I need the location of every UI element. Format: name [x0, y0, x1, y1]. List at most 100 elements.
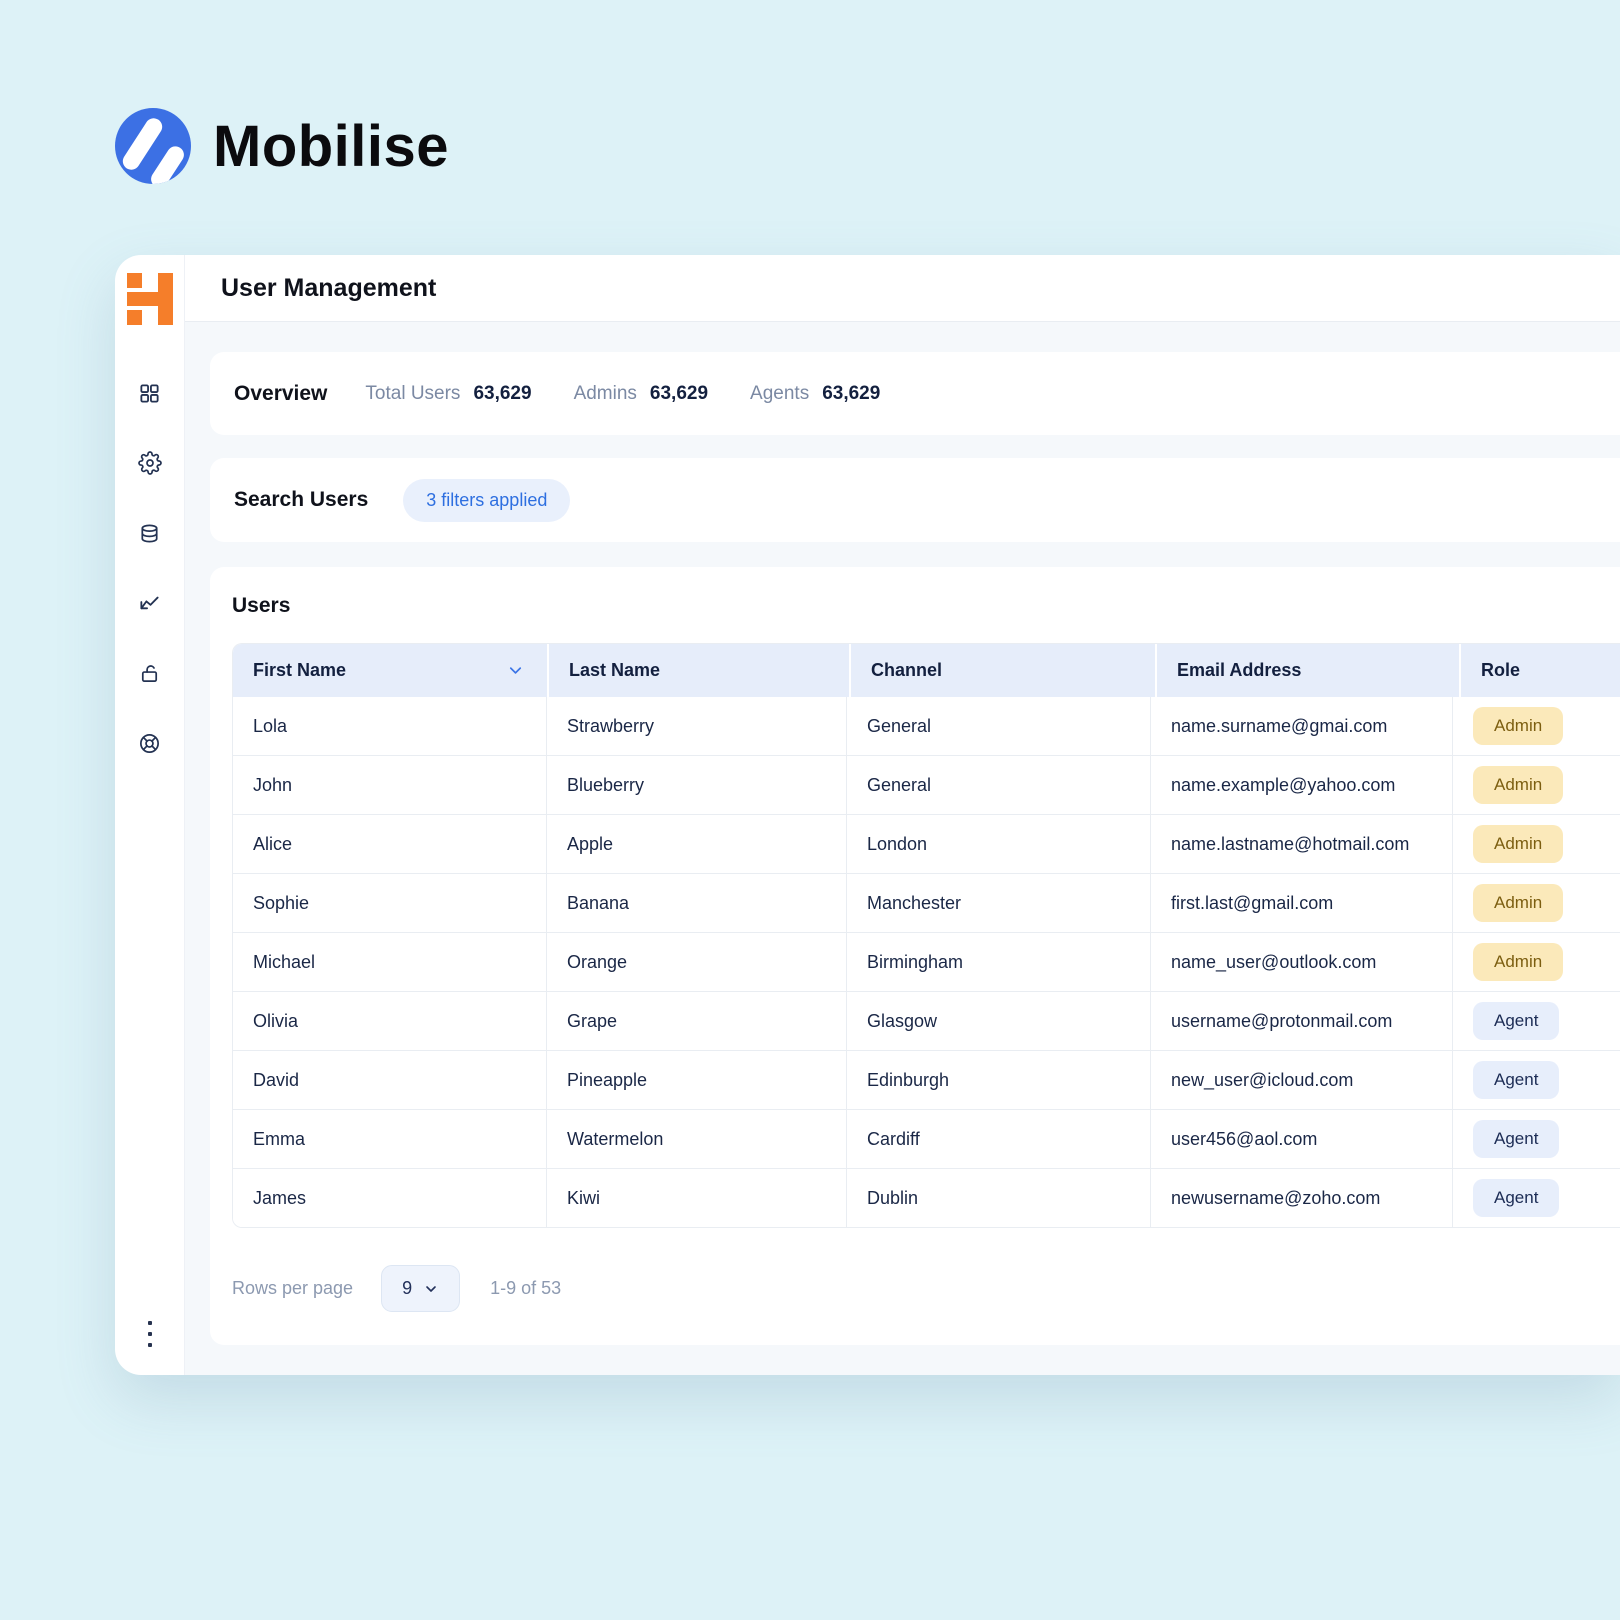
cell-first-name: David: [233, 1051, 547, 1109]
cell-channel: Birmingham: [847, 933, 1151, 991]
role-badge: Admin: [1473, 707, 1564, 745]
role-badge: Admin: [1473, 825, 1564, 863]
kebab-menu-icon[interactable]: [142, 1315, 158, 1353]
column-header-label: Channel: [871, 660, 943, 680]
stat-value: 63,629: [822, 382, 881, 404]
cell-email: name.example@yahoo.com: [1151, 756, 1453, 814]
cell-email: newusername@zoho.com: [1151, 1169, 1453, 1227]
help-life-ring-icon[interactable]: [138, 731, 162, 755]
table-row[interactable]: Emma Watermelon Cardiff user456@aol.com Agen…: [233, 1109, 1620, 1168]
cell-role: Admin: [1453, 697, 1620, 755]
cell-channel: London: [847, 815, 1151, 873]
rows-per-page-label: Rows per page: [232, 1278, 354, 1298]
column-header-channel[interactable]: Channel: [851, 644, 1155, 697]
column-header-role[interactable]: Role: [1461, 644, 1620, 697]
cell-email: first.last@gmail.com: [1151, 874, 1453, 932]
rows-per-page-value: 9: [402, 1278, 413, 1298]
cell-first-name: Emma: [233, 1110, 547, 1168]
table-body: Lola Strawberry General name.surname@gmai.c…: [233, 697, 1620, 1227]
stat-label: Total Users: [365, 382, 461, 404]
table-header-row: First Name Last Name Channel Email Addre…: [233, 644, 1620, 697]
cell-channel: General: [847, 756, 1151, 814]
stat-value: 63,629: [473, 382, 532, 404]
cell-last-name: Watermelon: [547, 1110, 847, 1168]
stat-admins: Admins 63,629: [574, 383, 708, 405]
cell-email: name_user@outlook.com: [1151, 933, 1453, 991]
cell-channel: General: [847, 697, 1151, 755]
cell-email: username@protonmail.com: [1151, 992, 1453, 1050]
role-badge: Agent: [1473, 1179, 1560, 1217]
role-badge: Admin: [1473, 943, 1564, 981]
cell-last-name: Grape: [547, 992, 847, 1050]
cell-last-name: Blueberry: [547, 756, 847, 814]
dashboard-grid-icon[interactable]: [138, 381, 162, 405]
cell-last-name: Banana: [547, 874, 847, 932]
cell-role: Admin: [1453, 933, 1620, 991]
database-icon[interactable]: [138, 521, 162, 545]
column-header-first-name[interactable]: First Name: [233, 644, 547, 697]
cell-last-name: Orange: [547, 933, 847, 991]
content: Overview Total Users 63,629 Admins 63,62…: [185, 322, 1620, 1375]
pagination-range: 1-9 of 53: [490, 1278, 562, 1298]
role-badge: Agent: [1473, 1002, 1560, 1040]
cell-role: Admin: [1453, 815, 1620, 873]
cell-first-name: Sophie: [233, 874, 547, 932]
main-area: User Management Overview Total Users 63,…: [185, 255, 1620, 1375]
table-row[interactable]: David Pineapple Edinburgh new_user@icloud.c…: [233, 1050, 1620, 1109]
cell-first-name: Olivia: [233, 992, 547, 1050]
unlock-icon[interactable]: [138, 661, 162, 685]
table-row[interactable]: Alice Apple London name.lastname@hotmail.co…: [233, 814, 1620, 873]
search-users-title: Search Users: [234, 488, 369, 511]
cell-email: name.lastname@hotmail.com: [1151, 815, 1453, 873]
sort-chevron-down-icon: [509, 667, 522, 674]
cell-role: Agent: [1453, 992, 1620, 1050]
cell-channel: Glasgow: [847, 992, 1151, 1050]
table-row[interactable]: Lola Strawberry General name.surname@gmai.c…: [233, 697, 1620, 755]
column-header-label: Role: [1481, 660, 1521, 680]
cell-role: Admin: [1453, 756, 1620, 814]
stat-value: 63,629: [649, 382, 709, 404]
line-chart-icon[interactable]: [138, 591, 162, 615]
stat-total-users: Total Users 63,629: [365, 383, 531, 405]
overview-panel: Overview Total Users 63,629 Admins 63,62…: [210, 352, 1620, 435]
cell-channel: Cardiff: [847, 1110, 1151, 1168]
table-row[interactable]: James Kiwi Dublin newusername@zoho.com Agent: [233, 1168, 1620, 1227]
users-panel: Users First Name Last Name Channel Email…: [210, 567, 1620, 1345]
cell-email: name.surname@gmai.com: [1151, 697, 1453, 755]
column-header-email[interactable]: Email Address: [1157, 644, 1459, 697]
role-badge: Agent: [1473, 1061, 1560, 1099]
settings-gear-icon[interactable]: [137, 451, 162, 475]
table-row[interactable]: John Blueberry General name.example@yahoo.c…: [233, 755, 1620, 814]
stat-agents: Agents 63,629: [750, 383, 880, 405]
cell-role: Agent: [1453, 1051, 1620, 1109]
cell-channel: Edinburgh: [847, 1051, 1151, 1109]
stat-label: Agents: [750, 382, 810, 404]
brand: Mobilise: [115, 108, 449, 184]
filters-applied-badge[interactable]: 3 filters applied: [403, 478, 571, 522]
topbar: User Management: [185, 255, 1620, 322]
table-row[interactable]: Sophie Banana Manchester first.last@gmail.c…: [233, 873, 1620, 932]
cell-email: user456@aol.com: [1151, 1110, 1453, 1168]
cell-channel: Manchester: [847, 874, 1151, 932]
cell-first-name: James: [233, 1169, 547, 1227]
cell-first-name: Alice: [233, 815, 547, 873]
column-header-last-name[interactable]: Last Name: [549, 644, 849, 697]
column-header-label: Last Name: [569, 660, 661, 680]
table-row[interactable]: Michael Orange Birmingham name_user@outlook…: [233, 932, 1620, 991]
pagination: Rows per page 9 1-9 of 53: [232, 1265, 1620, 1312]
brand-logo-icon: [115, 108, 191, 184]
role-badge: Agent: [1473, 1120, 1560, 1158]
table-row[interactable]: Olivia Grape Glasgow username@protonmail.co…: [233, 991, 1620, 1050]
users-title: Users: [232, 594, 291, 617]
rows-per-page-select[interactable]: 9: [381, 1265, 461, 1312]
cell-last-name: Pineapple: [547, 1051, 847, 1109]
cell-last-name: Strawberry: [547, 697, 847, 755]
cell-last-name: Apple: [547, 815, 847, 873]
cell-last-name: Kiwi: [547, 1169, 847, 1227]
cell-channel: Dublin: [847, 1169, 1151, 1227]
sidebar-nav: [137, 381, 162, 755]
role-badge: Admin: [1473, 884, 1564, 922]
column-header-label: Email Address: [1177, 660, 1302, 680]
cell-role: Agent: [1453, 1110, 1620, 1168]
cell-role: Admin: [1453, 874, 1620, 932]
